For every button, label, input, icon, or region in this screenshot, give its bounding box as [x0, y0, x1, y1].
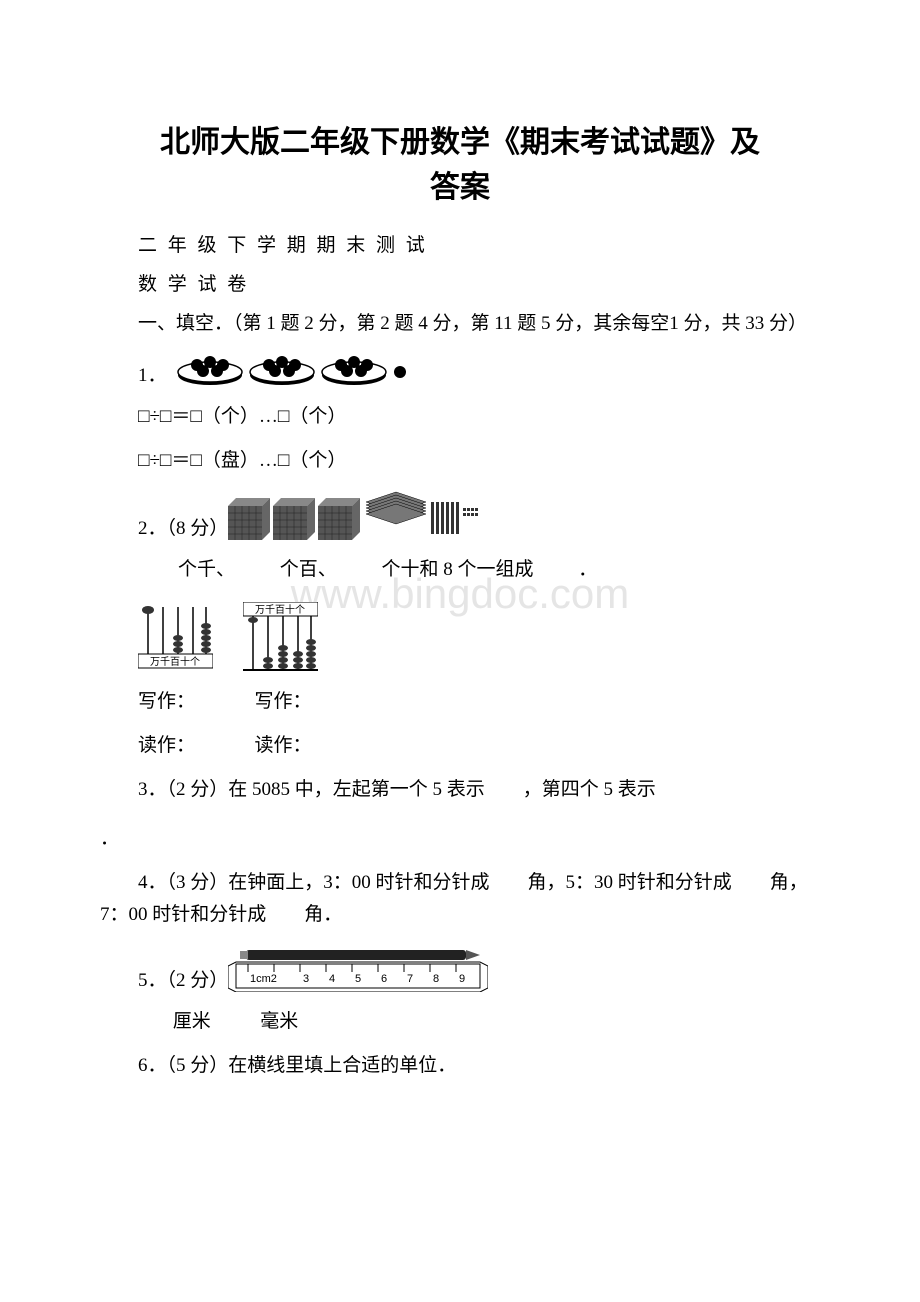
read-row: 读作： 读作：: [100, 730, 820, 762]
title-line-1: 北师大版二年级下册数学《期末考试试题》及: [160, 126, 760, 159]
q5-units: 厘米 毫米: [100, 1006, 820, 1038]
q1-equation-1: □÷□＝□（个）…□（个）: [100, 401, 820, 433]
q2-part1: 个千、: [178, 559, 235, 580]
abacus-icon-2: 万千百十个: [243, 602, 318, 674]
question-5-row: 5．（2 分） 1cm2 3 4 5 6 7 8 9: [100, 948, 820, 992]
write-label-1: 写作：: [138, 691, 195, 712]
svg-text:万千百十个: 万千百十个: [150, 655, 200, 668]
subtitle-1: 二 年 级 下 学 期 期 末 测 试: [100, 230, 820, 257]
blocks-icon: [228, 490, 478, 540]
read-label-1: 读作：: [138, 735, 195, 756]
q2-line-1: 个千、 个百、 个十和 8 个一组成 ．: [100, 554, 820, 586]
q1-equation-2: □÷□＝□（盘）…□（个）: [100, 445, 820, 477]
q5-unit-cm: 厘米: [173, 1011, 211, 1032]
write-label-2: 写作：: [255, 691, 312, 712]
page-title: 北师大版二年级下册数学《期末考试试题》及 答案: [100, 120, 820, 210]
svg-text:5: 5: [355, 973, 361, 985]
svg-text:6: 6: [381, 973, 387, 985]
q5-unit-mm: 毫米: [260, 1011, 298, 1032]
svg-text:8: 8: [433, 973, 439, 985]
question-3-end: ．: [100, 823, 820, 855]
svg-text:9: 9: [459, 973, 465, 985]
q2-part3: 个十和 8 个一组成: [382, 559, 534, 580]
subtitle-2: 数 学 试 卷: [100, 269, 820, 296]
read-label-2: 读作：: [255, 735, 312, 756]
q5-label: 5．（2 分）: [138, 965, 228, 992]
q2-part4: ．: [578, 559, 597, 580]
question-6: 6．（5 分）在横线里填上合适的单位．: [100, 1050, 820, 1082]
svg-text:7: 7: [407, 973, 413, 985]
abacus-row: 万千百十个 万千百十个: [138, 602, 820, 674]
abacus-icon-1: 万千百十个: [138, 602, 213, 674]
question-1-row: 1．: [100, 347, 820, 387]
plates-icon: [175, 347, 415, 387]
q2-label: 2．（8 分）: [138, 513, 228, 540]
title-line-2: 答案: [430, 171, 490, 204]
write-row: 写作： 写作：: [100, 686, 820, 718]
ruler-icon: 1cm2 3 4 5 6 7 8 9: [228, 948, 488, 992]
svg-text:4: 4: [329, 973, 335, 985]
question-3: 3．（2 分）在 5085 中，左起第一个 5 表示 ，第四个 5 表示: [100, 774, 820, 806]
q2-part2: 个百、: [280, 559, 337, 580]
svg-text:3: 3: [303, 973, 309, 985]
q1-label: 1．: [138, 360, 167, 387]
svg-text:万千百十个: 万千百十个: [255, 603, 305, 616]
section-1-header: 一、填空．（第 1 题 2 分，第 2 题 4 分，第 11 题 5 分，其余每…: [100, 308, 820, 335]
question-2-row: 2．（8 分）: [100, 490, 820, 540]
question-4: 4．（3 分）在钟面上，3：00 时针和分针成 角，5：30 时针和分针成 角，…: [100, 867, 820, 932]
svg-text:1cm2: 1cm2: [250, 973, 277, 985]
